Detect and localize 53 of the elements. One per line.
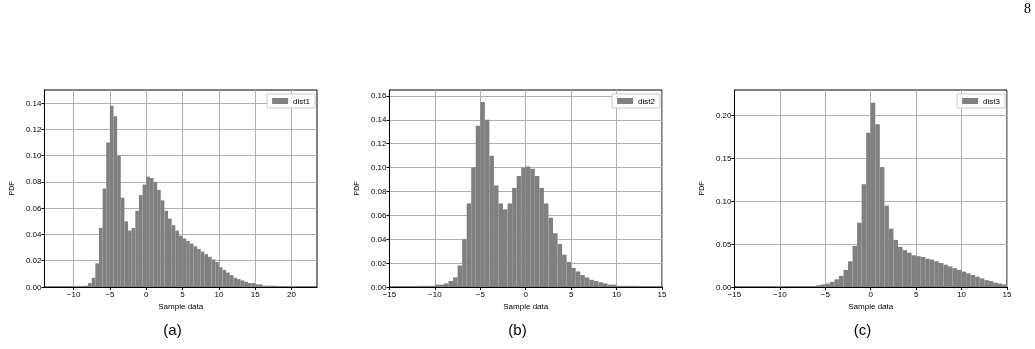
y-tick-label: 0.15 xyxy=(715,154,733,164)
legend-label: dist3 xyxy=(983,96,1001,106)
y-tick-label: 0.16 xyxy=(370,91,388,101)
x-tick-label: −5 xyxy=(105,289,115,299)
x-tick-label: −15 xyxy=(727,289,742,299)
x-tick-label: −5 xyxy=(820,289,831,299)
x-tick-label: 5 xyxy=(913,289,919,299)
y-tick-label: 0.08 xyxy=(25,177,43,187)
text: (c) xyxy=(853,321,872,338)
x-tick-label: 10 xyxy=(612,289,622,299)
x-tick-label: −10 xyxy=(66,289,81,299)
x-tick-label: −10 xyxy=(428,289,443,299)
y-tick-label: 0.00 xyxy=(370,282,388,292)
y-tick-label: 0.10 xyxy=(25,151,43,161)
y-tick-label: 0.00 xyxy=(25,282,43,292)
y-tick-label: 0.06 xyxy=(25,203,43,213)
x-tick-label: 15 xyxy=(250,289,261,299)
x-tick-label: 5 xyxy=(180,289,186,299)
y-tick-label: 0.08 xyxy=(370,186,388,196)
x-tick-label: 15 xyxy=(1002,289,1012,299)
y-tick-label: 0.02 xyxy=(25,256,43,266)
x-tick-label: 0 xyxy=(868,289,874,299)
text: (a) xyxy=(163,321,182,338)
y-tick-label: 0.14 xyxy=(25,98,43,108)
x-tick-label: 10 xyxy=(214,289,224,299)
y-tick-label: 0.12 xyxy=(25,124,43,134)
y-tick-label: 0.00 xyxy=(715,282,733,292)
x-tick-label: −5 xyxy=(475,289,486,299)
x-tick-label: −15 xyxy=(382,289,397,299)
x-tick-label: 20 xyxy=(287,289,297,299)
x-tick-label: 0 xyxy=(143,289,149,299)
y-tick-label: 0.20 xyxy=(715,111,733,121)
x-tick-label: 15 xyxy=(657,289,667,299)
text: 8 xyxy=(1024,0,1031,16)
y-tick-label: 0.14 xyxy=(370,115,388,125)
x-tick-label: 5 xyxy=(568,289,574,299)
y-tick-label: 0.04 xyxy=(370,234,388,244)
x-axis-title: Sample data xyxy=(503,302,549,312)
x-tick-label: 0 xyxy=(523,289,529,299)
y-tick-label: 0.06 xyxy=(370,210,388,220)
text: (b) xyxy=(508,321,527,338)
x-axis-title: Sample data xyxy=(848,302,894,312)
y-tick-label: 0.04 xyxy=(25,229,43,239)
y-tick-label: 0.02 xyxy=(370,258,388,268)
x-axis-title: Sample data xyxy=(158,302,204,312)
y-tick-label: 0.10 xyxy=(715,196,733,206)
legend-label: dist1 xyxy=(293,96,311,106)
legend-label: dist2 xyxy=(638,96,656,106)
y-tick-label: 0.10 xyxy=(370,163,388,173)
y-tick-label: 0.12 xyxy=(370,139,388,149)
x-tick-label: 10 xyxy=(957,289,967,299)
x-tick-label: −10 xyxy=(773,289,788,299)
y-tick-label: 0.05 xyxy=(715,239,733,249)
